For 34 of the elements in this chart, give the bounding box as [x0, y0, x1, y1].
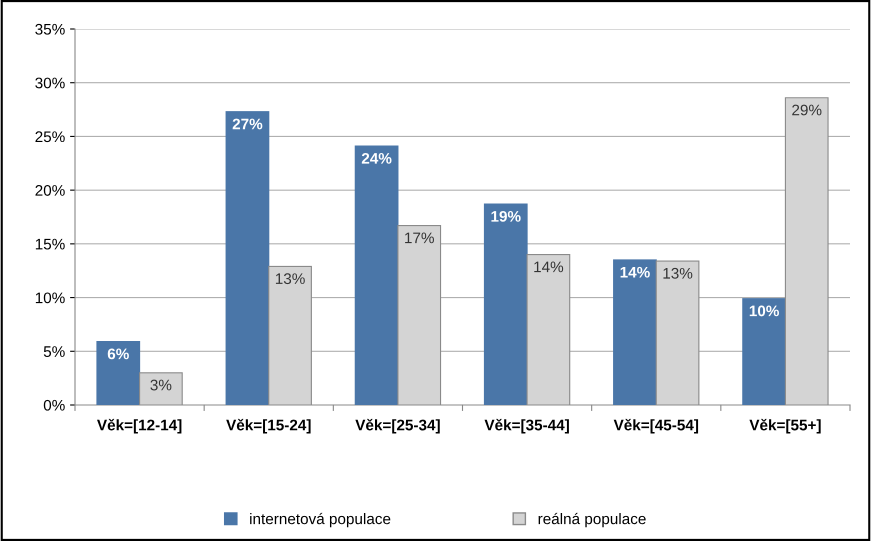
x-tick-label: Věk=[25-34]	[355, 418, 440, 434]
data-label: 14%	[620, 266, 650, 278]
y-tick-label: 30%	[35, 78, 65, 88]
y-tick-label: 20%	[35, 185, 65, 196]
y-tick-label: 15%	[36, 238, 65, 250]
data-label: 19%	[491, 210, 521, 222]
x-tick-label: Věk=[12-14]	[97, 418, 182, 434]
y-tick-label: 5%	[44, 346, 65, 357]
x-tick-label: Věk=[55+]	[749, 418, 821, 434]
data-label: 29%	[792, 104, 822, 116]
y-tick-label: 35%	[35, 24, 65, 35]
bar	[613, 259, 657, 405]
legend-label: reálná populace	[538, 512, 646, 528]
data-label: 10%	[750, 305, 779, 316]
data-label: 14%	[534, 262, 564, 272]
legend-label: internetová populace	[250, 512, 390, 528]
bar	[354, 146, 398, 405]
y-tick-label: 10%	[36, 292, 65, 304]
data-label: 13%	[276, 273, 305, 284]
data-label: 17%	[405, 232, 434, 244]
bar	[742, 298, 786, 405]
y-tick-label: 25%	[35, 131, 65, 142]
x-tick-label: Věk=[45-54]	[614, 418, 698, 434]
data-label: 13%	[663, 268, 692, 279]
data-label: 24%	[362, 152, 392, 164]
bar	[96, 341, 140, 405]
data-label: 6%	[108, 348, 129, 360]
bar	[226, 111, 270, 405]
data-label: 3%	[150, 380, 172, 390]
x-tick-label: Věk=[15-24]	[226, 418, 311, 434]
y-tick-label: 0%	[44, 400, 65, 411]
data-label: 27%	[232, 118, 262, 130]
x-tick-label: Věk=[35-44]	[484, 418, 569, 434]
bar	[484, 204, 528, 405]
